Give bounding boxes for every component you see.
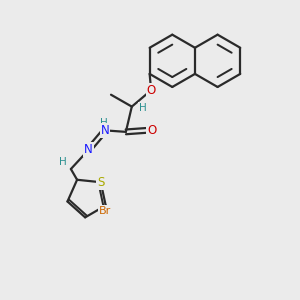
Text: S: S	[97, 176, 104, 189]
Text: H: H	[59, 158, 66, 167]
Text: H: H	[100, 118, 107, 128]
Text: N: N	[101, 124, 110, 137]
Text: Br: Br	[99, 206, 111, 216]
Text: O: O	[146, 84, 156, 97]
Text: N: N	[84, 143, 93, 156]
Text: H: H	[139, 103, 147, 113]
Text: O: O	[147, 124, 157, 137]
